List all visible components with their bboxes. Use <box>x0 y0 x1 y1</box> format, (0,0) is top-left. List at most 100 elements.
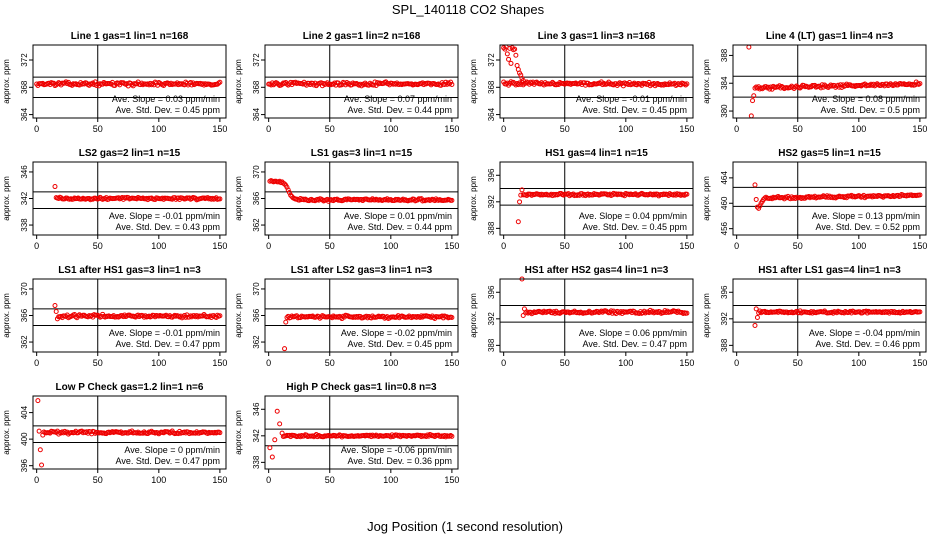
data-point <box>504 51 510 57</box>
chart-panel: Line 1 gas=1 lin=1 n=168 approx. ppm 0 50 10… <box>2 31 227 134</box>
data-point <box>751 93 757 99</box>
data-point <box>752 322 758 328</box>
figure-title: SPL_140118 CO2 Shapes <box>392 2 545 17</box>
slope-annotation: Ave. Slope = 0.08 ppm/min <box>812 94 920 104</box>
panel-frame <box>732 161 927 236</box>
chart-panel: Line 3 gas=1 lin=3 n=168 approx. ppm 0 50 10… <box>469 31 694 134</box>
std-dev-annotation: Ave. Std. Dev. = 0.47 ppm <box>116 339 220 349</box>
x-tick-label: 50 <box>793 358 803 368</box>
panel-frame <box>264 44 459 119</box>
x-tick-label: 150 <box>212 124 227 134</box>
data-point <box>512 46 518 52</box>
data-point <box>214 312 220 318</box>
y-axis-label: approx. ppm <box>469 293 478 338</box>
y-axis-label: approx. ppm <box>702 293 711 338</box>
data-point <box>277 178 283 184</box>
panel-title: LS1 gas=3 lin=1 n=15 <box>311 148 413 159</box>
data-point <box>286 190 292 196</box>
slope-annotation: Ave. Slope = -0.06 ppm/min <box>341 445 452 455</box>
y-tick-label: 404 <box>20 405 29 419</box>
data-point <box>917 309 923 315</box>
panel-title: LS1 after LS2 gas=3 lin=1 n=3 <box>291 265 433 276</box>
x-tick-label: 50 <box>93 241 103 251</box>
slope-annotation: Ave. Slope = -0.01 ppm/min <box>576 94 687 104</box>
y-tick-label: 396 <box>487 285 496 299</box>
x-tick-label: 100 <box>383 124 398 134</box>
y-tick-label: 368 <box>487 80 496 94</box>
slope-annotation: Ave. Slope = -0.01 ppm/min <box>109 211 220 221</box>
chart-panel: LS2 gas=2 lin=1 n=15 approx. ppm 0 50 100 150… <box>2 148 227 251</box>
panel-title: LS1 after HS1 gas=3 lin=1 n=3 <box>58 265 201 276</box>
panel-title: High P Check gas=1 lin=0.8 n=3 <box>286 382 437 393</box>
x-tick-label: 0 <box>734 358 739 368</box>
data-point <box>285 187 291 193</box>
data-point <box>684 191 690 197</box>
y-tick-label: 370 <box>20 282 29 296</box>
y-tick-label: 396 <box>487 168 496 182</box>
std-dev-annotation: Ave. Std. Dev. = 0.47 ppm <box>116 456 220 466</box>
data-point <box>517 199 523 205</box>
data-point <box>683 82 689 88</box>
y-tick-label: 364 <box>487 107 496 121</box>
y-tick-label: 372 <box>252 53 261 67</box>
y-tick-label: 362 <box>252 218 261 232</box>
data-point <box>750 98 756 104</box>
data-point <box>267 445 273 451</box>
data-point <box>449 197 455 203</box>
panel-frame <box>499 161 694 236</box>
y-axis-label: approx. ppm <box>2 410 11 455</box>
panel-frame <box>32 395 227 470</box>
panel-frame <box>264 161 459 236</box>
x-tick-label: 50 <box>560 124 570 134</box>
std-dev-annotation: Ave. Std. Dev. = 0.36 ppm <box>348 456 452 466</box>
data-point <box>217 196 223 202</box>
panel-frame <box>732 44 927 119</box>
std-dev-annotation: Ave. Std. Dev. = 0.44 ppm <box>348 222 452 232</box>
panel-title: LS2 gas=2 lin=1 n=15 <box>79 148 181 159</box>
panels-grid: Line 1 gas=1 lin=1 n=168 approx. ppm 0 50 10… <box>2 31 927 485</box>
std-dev-annotation: Ave. Std. Dev. = 0.43 ppm <box>116 222 220 232</box>
data-point <box>35 398 41 404</box>
panel-frame <box>32 44 227 119</box>
slope-annotation: Ave. Slope = 0 ppm/min <box>124 445 220 455</box>
data-point <box>36 428 42 434</box>
x-tick-label: 50 <box>93 124 103 134</box>
x-tick-label: 100 <box>383 358 398 368</box>
x-tick-label: 0 <box>266 358 271 368</box>
panel-title: Line 4 (LT) gas=1 lin=4 n=3 <box>766 31 894 42</box>
data-point <box>763 84 769 90</box>
y-tick-label: 396 <box>20 458 29 472</box>
panel-title: HS1 after LS1 gas=4 lin=1 n=3 <box>758 265 901 276</box>
y-axis-label: approx. ppm <box>234 59 243 104</box>
data-point <box>514 62 520 68</box>
panel-frame <box>264 395 459 470</box>
std-dev-annotation: Ave. Std. Dev. = 0.45 ppm <box>116 105 220 115</box>
data-point <box>89 81 95 87</box>
y-axis-label: approx. ppm <box>234 410 243 455</box>
y-tick-label: 366 <box>252 191 261 205</box>
x-tick-label: 100 <box>851 124 866 134</box>
y-tick-label: 464 <box>720 171 729 185</box>
chart-panel: HS1 gas=4 lin=1 n=15 approx. ppm 0 50 100 150… <box>469 148 694 251</box>
data-point <box>513 52 519 58</box>
x-tick-label: 150 <box>444 124 459 134</box>
chart-panel: Line 2 gas=1 lin=2 n=168 approx. ppm 0 50 10… <box>234 31 459 134</box>
x-tick-label: 100 <box>151 241 166 251</box>
data-point <box>39 462 45 468</box>
data-point <box>52 303 58 309</box>
panel-title: Low P Check gas=1.2 lin=1 n=6 <box>56 382 204 393</box>
data-point <box>274 408 280 414</box>
x-tick-label: 150 <box>679 358 694 368</box>
std-dev-annotation: Ave. Std. Dev. = 0.45 ppm <box>583 105 687 115</box>
y-tick-label: 368 <box>20 80 29 94</box>
data-point <box>684 310 690 316</box>
y-axis-label: approx. ppm <box>702 59 711 104</box>
data-point <box>756 205 762 211</box>
panel-frame <box>32 278 227 353</box>
y-tick-label: 338 <box>252 455 261 469</box>
y-tick-label: 342 <box>20 191 29 205</box>
slope-annotation: Ave. Slope = 0.01 ppm/min <box>344 211 452 221</box>
y-tick-label: 384 <box>720 76 729 90</box>
x-tick-label: 0 <box>501 124 506 134</box>
panel-frame <box>499 278 694 353</box>
